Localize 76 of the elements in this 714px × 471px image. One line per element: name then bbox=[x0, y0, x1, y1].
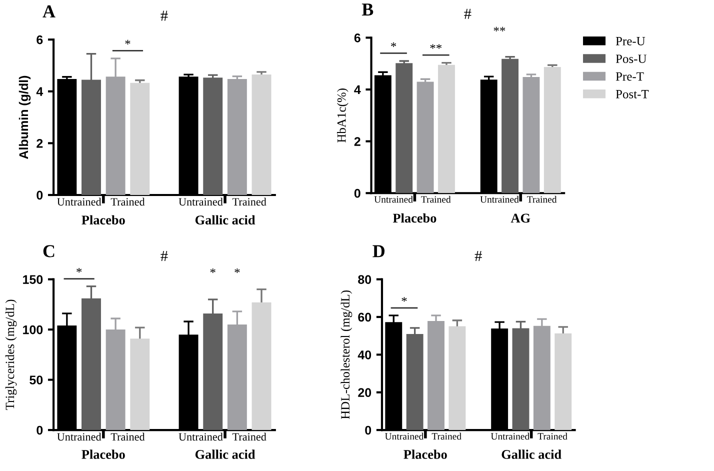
y-tick-label: 6 bbox=[354, 33, 360, 42]
y-tick-label: 60 bbox=[358, 312, 372, 322]
y-tick-label: 4 bbox=[36, 87, 44, 96]
text: # bbox=[160, 250, 168, 261]
bar bbox=[252, 302, 272, 430]
y-tick-label: 2 bbox=[36, 138, 43, 148]
legend-label: Pre-T bbox=[616, 72, 644, 81]
text: * bbox=[210, 268, 216, 274]
bar bbox=[130, 338, 150, 430]
bar bbox=[544, 66, 561, 194]
y-tick-label: 6 bbox=[36, 35, 43, 44]
x-tick-label: Trained bbox=[110, 432, 145, 441]
y-axis-title: Albumin (g/dl) bbox=[18, 76, 31, 159]
text: Placebo bbox=[82, 450, 125, 459]
y-axis-title: HbA1c(%) bbox=[337, 88, 348, 142]
text: Gallic acid bbox=[502, 450, 562, 459]
y-axis-title: HDL-cholesterol (mg/dL) bbox=[340, 290, 352, 420]
text: # bbox=[464, 8, 472, 19]
annotation: * bbox=[402, 297, 407, 302]
y-tick-label: 40 bbox=[358, 350, 372, 360]
text: # bbox=[160, 10, 168, 21]
bar bbox=[522, 77, 540, 194]
bar bbox=[428, 320, 444, 430]
text: Placebo bbox=[392, 213, 436, 223]
legend-label: Pre-U bbox=[616, 37, 646, 46]
text: # bbox=[474, 250, 482, 261]
text: Placebo bbox=[82, 215, 125, 224]
bar bbox=[438, 64, 455, 194]
legend-label: Post-T bbox=[616, 90, 649, 98]
y-tick-label: 0 bbox=[354, 188, 360, 198]
x-tick-label: Untrained bbox=[57, 198, 102, 206]
annotation: * bbox=[76, 268, 82, 273]
text: ** bbox=[494, 26, 506, 32]
text: AG bbox=[510, 214, 530, 223]
y-axis-title: Triglycerides (mg/dL) bbox=[5, 300, 17, 410]
bar bbox=[502, 58, 519, 194]
x-tick-label: Untrained bbox=[490, 432, 530, 440]
x-tick-label: Untrained bbox=[57, 432, 102, 441]
y-tick-label: 80 bbox=[358, 275, 372, 284]
chart-title: A bbox=[42, 5, 56, 18]
x-tick-label: Untrained bbox=[385, 432, 424, 440]
text: Gallic acid bbox=[195, 450, 256, 459]
y-tick-label: 50 bbox=[30, 376, 43, 384]
x-tick-label: Untrained bbox=[374, 196, 413, 203]
chart-title: B bbox=[362, 4, 374, 16]
annotation: ** bbox=[430, 44, 442, 49]
chart-title: C bbox=[43, 245, 54, 258]
legend-label: Pos-U bbox=[616, 54, 647, 64]
y-tick-label: 2 bbox=[354, 137, 360, 146]
x-tick-label: Trained bbox=[232, 198, 266, 206]
y-tick-label: 4 bbox=[354, 85, 361, 94]
x-tick-label: Untrained bbox=[178, 432, 223, 441]
x-tick-label: Trained bbox=[232, 432, 266, 441]
bar bbox=[416, 82, 434, 194]
text: * bbox=[234, 268, 240, 274]
y-tick-label: 150 bbox=[23, 275, 43, 284]
x-tick-label: Trained bbox=[110, 198, 145, 206]
y-tick-label: 0 bbox=[36, 190, 43, 200]
bar bbox=[396, 63, 413, 194]
x-tick-label: Trained bbox=[432, 432, 462, 440]
x-tick-label: Untrained bbox=[480, 196, 519, 203]
text: Placebo bbox=[404, 450, 447, 459]
y-tick-label: 0 bbox=[36, 426, 43, 435]
x-tick-label: Trained bbox=[538, 432, 568, 440]
y-tick-label: 100 bbox=[23, 325, 43, 334]
x-tick-label: Trained bbox=[527, 196, 557, 203]
bar bbox=[448, 326, 466, 430]
x-tick-label: Trained bbox=[421, 196, 451, 203]
y-tick-label: 20 bbox=[358, 388, 372, 397]
x-tick-label: Untrained bbox=[178, 198, 223, 206]
text: Gallic acid bbox=[195, 215, 256, 224]
annotation: * bbox=[125, 40, 130, 44]
annotation: * bbox=[391, 42, 396, 47]
bar bbox=[554, 333, 572, 430]
y-tick-label: 0 bbox=[365, 426, 372, 435]
chart-title: D bbox=[372, 245, 385, 258]
